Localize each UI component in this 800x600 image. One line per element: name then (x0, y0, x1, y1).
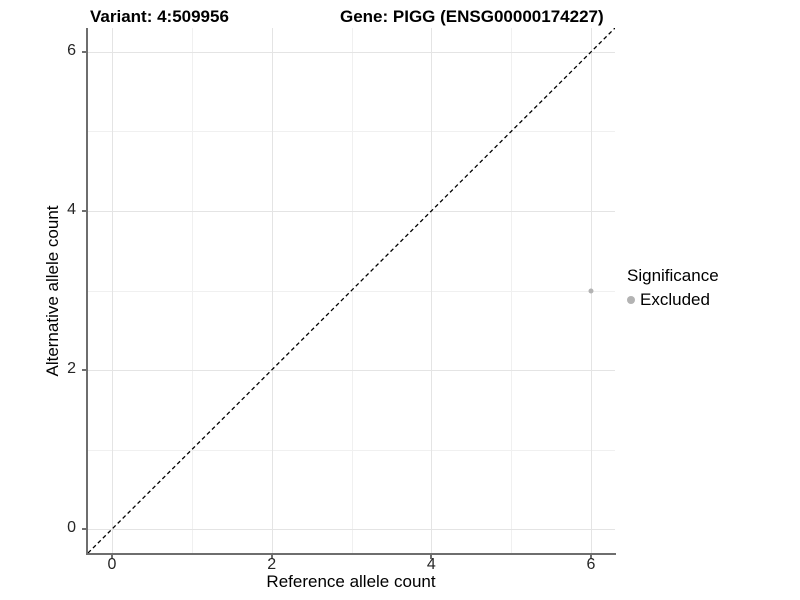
y-tick-mark (82, 50, 86, 53)
x-tick-label: 6 (586, 556, 596, 573)
identity-line (88, 28, 615, 553)
y-tick-label: 0 (67, 519, 76, 537)
legend-title: Significance (627, 266, 719, 285)
y-tick-label: 4 (67, 201, 76, 219)
legend: Significance Excluded (627, 266, 719, 310)
legend-items: Excluded (627, 290, 719, 310)
plot-panel (88, 28, 615, 553)
y-tick-mark (82, 528, 86, 531)
y-tick-label: 6 (67, 41, 76, 59)
legend-item-excluded: Excluded (627, 290, 719, 310)
x-tick-mark (430, 555, 433, 559)
legend-key-dot (627, 296, 635, 304)
y-tick-label: 2 (67, 360, 76, 378)
x-axis-title: Reference allele count (266, 572, 436, 591)
x-major-gridline (271, 28, 273, 553)
x-tick-mark (270, 555, 273, 559)
x-tick-mark (111, 555, 113, 559)
x-major-gridline (431, 28, 433, 553)
gene-title: Gene: PIGG (ENSG00000174227) (340, 7, 604, 26)
x-major-gridline (112, 28, 113, 553)
x-tick-label: 4 (426, 556, 436, 573)
y-major-gridline (88, 51, 615, 53)
y-axis-line (86, 28, 88, 555)
y-axis-title: Alternative allele count (43, 205, 62, 377)
y-minor-gridline (88, 131, 615, 133)
y-major-gridline (88, 529, 615, 531)
y-minor-gridline (88, 449, 615, 451)
x-axis-line (86, 553, 616, 555)
variant-title: Variant: 4:509956 (90, 7, 229, 26)
x-tick-label: 0 (107, 556, 117, 573)
x-tick-label: 2 (267, 556, 277, 573)
x-tick-mark (590, 555, 592, 559)
y-tick-mark (82, 369, 86, 371)
y-tick-mark (82, 210, 86, 212)
y-major-gridline (88, 370, 615, 371)
legend-item-label: Excluded (640, 290, 710, 309)
y-major-gridline (88, 211, 615, 212)
data-point-excluded (588, 288, 594, 293)
